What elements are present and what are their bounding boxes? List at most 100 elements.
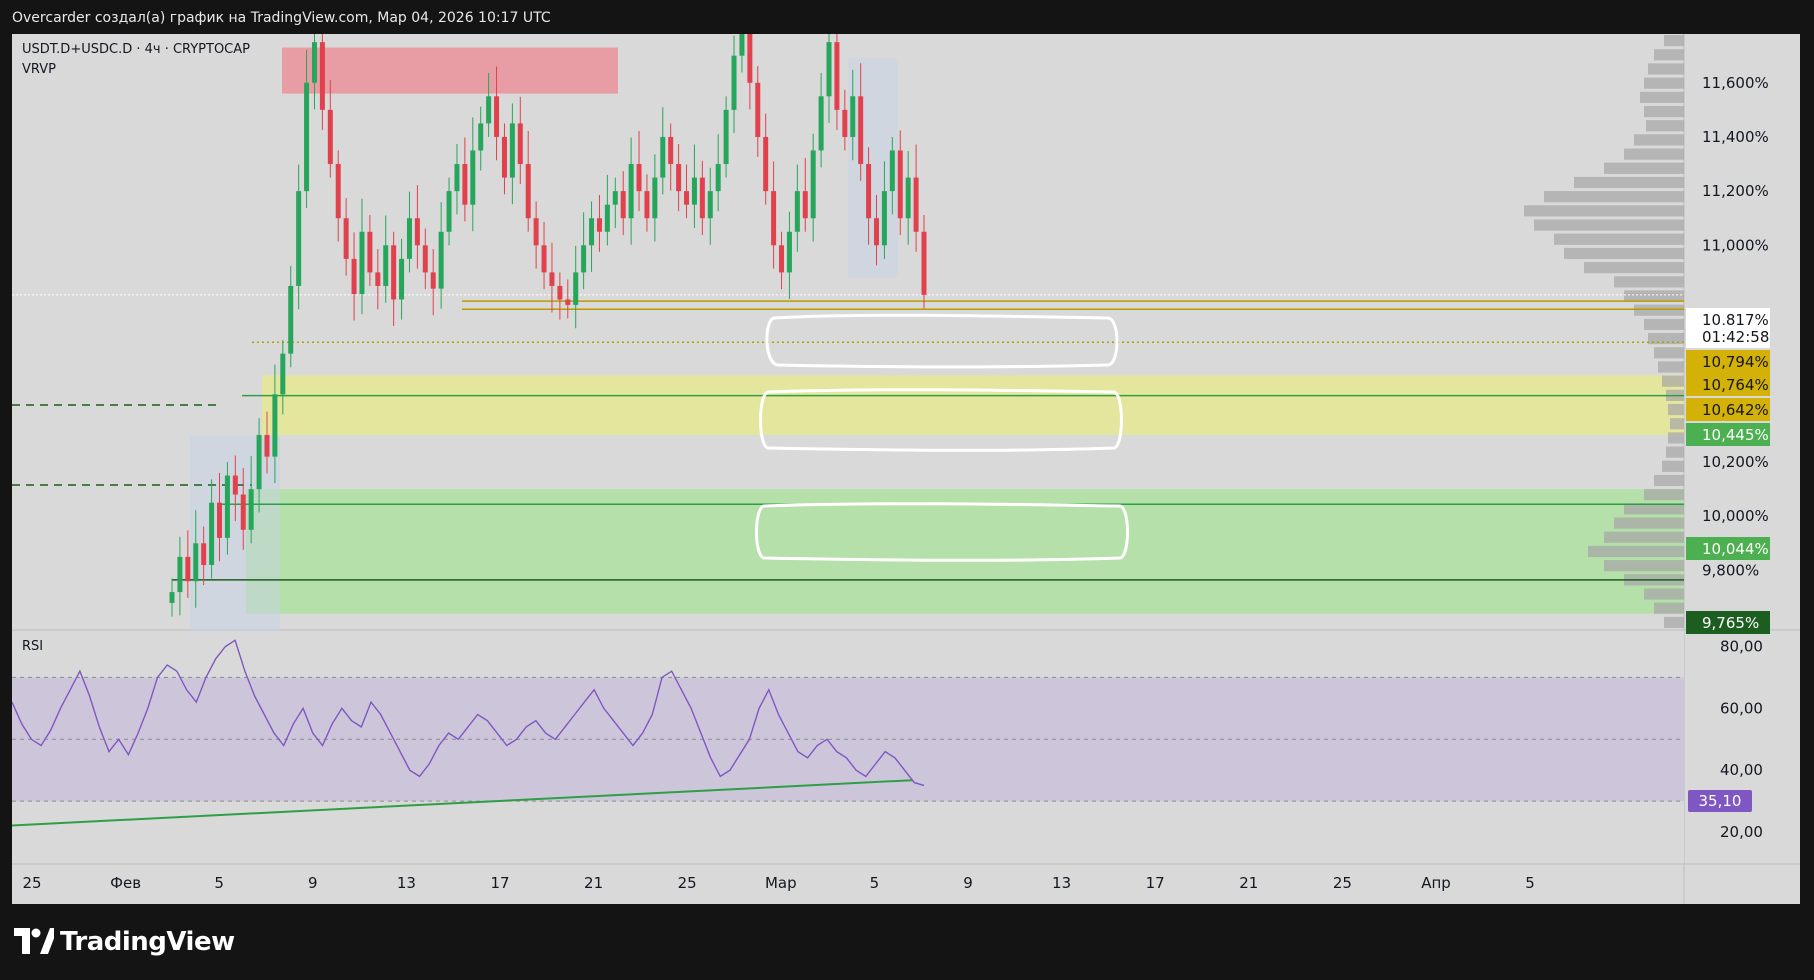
volume-profile-bar	[1662, 375, 1684, 387]
rsi-ticks: 80,00 60,00 40,00 20,00	[1720, 637, 1763, 841]
demand-zone-yellow[interactable]	[262, 375, 1684, 435]
candle-body	[335, 164, 341, 219]
consolidation-box-right	[848, 58, 898, 278]
candle-body	[304, 82, 310, 192]
time-tick-label: 25	[1333, 874, 1352, 892]
candle-body	[810, 150, 816, 219]
candle-body	[478, 123, 484, 151]
candle-body	[604, 204, 610, 232]
volume-profile-bar	[1604, 560, 1684, 572]
price-tick-label: 10,000%	[1702, 507, 1769, 525]
volume-profile-bar	[1658, 361, 1684, 373]
candle-body	[794, 191, 800, 232]
candle-body	[319, 42, 325, 110]
price-label-text: 10,764%	[1702, 376, 1769, 394]
volume-profile-bar	[1648, 63, 1684, 75]
demand-zone-green[interactable]	[246, 489, 1684, 614]
candle-body	[763, 136, 769, 192]
time-tick-label: 5	[214, 874, 224, 892]
header-bar: Overcarder создал(а) график на TradingVi…	[0, 0, 1814, 36]
volume-profile-bar	[1662, 460, 1684, 472]
time-tick-label: 25	[678, 874, 697, 892]
candle-body	[383, 245, 389, 286]
rsi-trendline[interactable]	[11, 779, 913, 827]
time-tick-label: 13	[1052, 874, 1071, 892]
volume-profile-bar	[1544, 191, 1684, 203]
candle-body	[216, 502, 222, 538]
candle-body	[422, 245, 428, 273]
price-label-badge	[1686, 537, 1770, 560]
drawn-box-3[interactable]	[755, 502, 1129, 562]
chart-panel[interactable]: USDT.D+USDC.D · 4ч · CRYPTOCAP VRVP RSI …	[11, 34, 1800, 904]
candle-body	[557, 285, 563, 300]
time-tick-label: 13	[397, 874, 416, 892]
volume-profile-bar	[1604, 531, 1684, 543]
time-tick-label: 17	[1146, 874, 1165, 892]
vrvp-legend[interactable]: VRVP	[22, 62, 56, 77]
candle-body	[913, 177, 919, 232]
symbol-legend[interactable]: USDT.D+USDC.D · 4ч · CRYPTOCAP	[22, 42, 250, 57]
volume-profile-bar	[1640, 91, 1684, 103]
volume-profile-bar	[1654, 602, 1684, 614]
volume-profile-bar	[1604, 162, 1684, 174]
candle-body	[826, 42, 832, 97]
candle-body	[573, 272, 579, 305]
candle-body	[533, 218, 539, 246]
time-tick-label: Мар	[765, 874, 797, 892]
price-label-text: 10,445%	[1702, 426, 1769, 444]
candle-body	[224, 475, 230, 538]
candle-body	[177, 556, 183, 593]
candle-body	[874, 218, 880, 246]
candle-body	[494, 96, 500, 137]
candle-body	[311, 42, 317, 83]
time-tick-label: 21	[1239, 874, 1258, 892]
volume-profile-bar	[1644, 489, 1684, 501]
volume-profile-bar	[1664, 616, 1684, 628]
candle-body	[850, 96, 856, 137]
candle-body	[612, 191, 618, 205]
time-tick-label: 21	[584, 874, 603, 892]
candle-body	[731, 55, 737, 110]
drawn-box-1[interactable]	[765, 313, 1119, 369]
volume-profile-bar	[1664, 35, 1684, 47]
candle-body	[723, 109, 729, 165]
candle-body	[486, 96, 492, 124]
volume-profile-bar	[1634, 304, 1684, 316]
candle-body	[921, 231, 927, 295]
candle-body	[652, 177, 658, 219]
candle-body	[691, 177, 697, 205]
candle-body	[280, 353, 286, 395]
candle-body	[430, 272, 436, 289]
levels-group	[12, 294, 1684, 581]
candle-body	[628, 164, 634, 219]
candle-body	[296, 191, 302, 286]
supply-zone[interactable]	[282, 47, 618, 94]
volume-profile-bar	[1666, 446, 1684, 458]
volume-profile-bar	[1668, 432, 1684, 444]
volume-profile-bar	[1654, 347, 1684, 359]
time-tick-label: 9	[963, 874, 973, 892]
price-tick-label: 11,200%	[1702, 182, 1769, 200]
candle-body	[264, 434, 270, 457]
candles-group[interactable]	[169, 34, 927, 617]
rsi-tick-label: 80,00	[1720, 637, 1763, 655]
candle-body	[541, 245, 547, 273]
rsi-tick-label: 20,00	[1720, 823, 1763, 841]
price-label-text: 10,642%	[1702, 401, 1769, 419]
candle-body	[201, 543, 207, 565]
volume-profile-bar	[1644, 105, 1684, 118]
time-tick-label: 17	[490, 874, 509, 892]
rsi-legend[interactable]: RSI	[22, 639, 43, 654]
candle-body	[209, 502, 215, 565]
candle-body	[802, 191, 808, 219]
chart-svg[interactable]: USDT.D+USDC.D · 4ч · CRYPTOCAP VRVP RSI …	[11, 34, 1800, 904]
price-tick-label: 11,400%	[1702, 128, 1769, 146]
tradingview-brand-text: TradingView	[60, 927, 235, 957]
rsi-value-text: 35,10	[1699, 792, 1742, 810]
drawn-box-2[interactable]	[759, 388, 1123, 452]
time-tick-label: 5	[1525, 874, 1535, 892]
price-tick-label: 11,000%	[1702, 236, 1769, 254]
candle-body	[462, 164, 468, 205]
candle-body	[779, 245, 785, 273]
price-tick-label: 10,200%	[1702, 453, 1769, 471]
